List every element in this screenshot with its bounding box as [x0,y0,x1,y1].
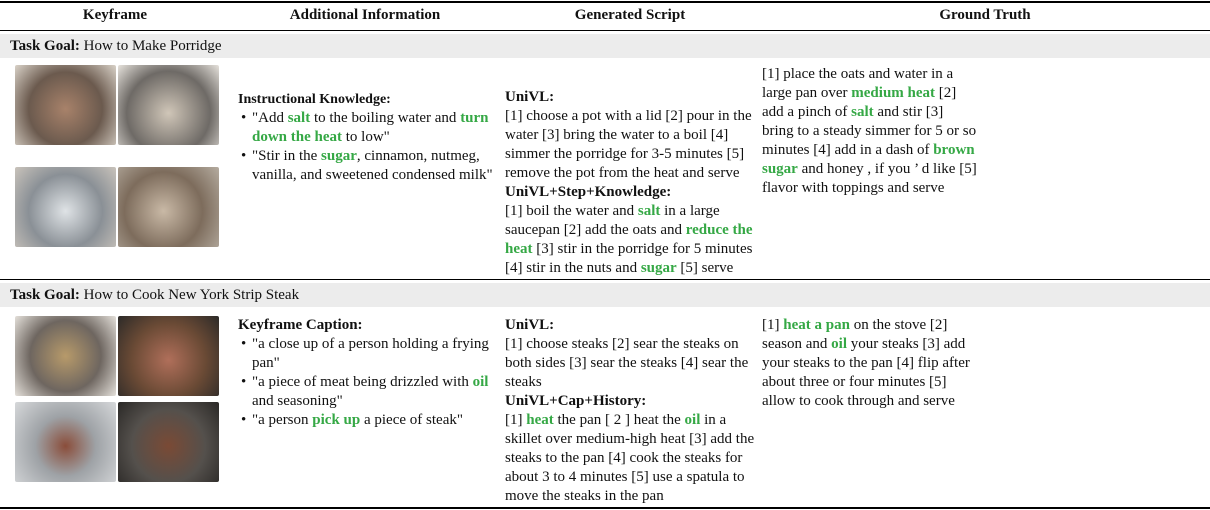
highlight: oil [831,336,847,352]
text-segment: "a close up of a person holding a frying… [252,336,489,371]
keyframe-image [118,65,219,145]
text-segment: "a piece of meat being drizzled with [252,374,473,390]
text-segment: in a skillet over medium-high heat [3] a… [505,412,755,504]
goal: How to Cook New York Strip Steak [83,287,300,303]
script-text: [1] choose steaks [2] sear the steaks on… [505,335,757,392]
generated-script: UniVL: [1] choose steaks [2] sear the ste… [505,316,757,506]
bottom-rule [0,507,1210,509]
highlight: sugar [640,260,677,276]
top-rule [0,1,1210,3]
highlight: salt [287,110,311,126]
model-name: UniVL: [505,317,555,333]
info-list: "a close up of a person holding a frying… [238,335,496,430]
text-segment: the pan [ 2 ] heat the [553,412,685,428]
model-name: UniVL+Step+Knowledge: [505,184,672,200]
highlight: heat a pan [783,317,850,333]
keyframe-image [15,65,116,145]
highlight: medium heat [851,85,936,101]
text-segment: [2] add a pinch of [762,85,957,120]
text-segment: a piece of steak" [360,412,463,428]
text-segment: "Add [252,110,288,126]
script-text: [1] choose a pot with a lid [2] pour in … [505,107,757,183]
goal: How to Make Porridge [83,38,222,54]
highlight: salt [851,104,874,120]
keyframe-image [118,402,219,482]
text-segment: in a large saucepan [2] add the oats and [505,203,720,238]
text-segment: and honey , if you ’ d like [5] flavor w… [762,161,977,196]
info-title: Keyframe Caption: [238,317,363,333]
highlight: oil [472,374,489,390]
text-segment: [1] [762,317,784,333]
highlight: reduce the heat [505,222,753,257]
info-item: "a piece of meat being drizzled with oil… [241,373,496,411]
highlight: sugar [321,148,357,164]
task-goal: Task Goal: How to Make Porridge [0,34,1210,58]
model-name: UniVL+Cap+History: [505,393,647,409]
row-rule [0,279,1210,280]
info-item: "Add salt to the boiling water and turn … [241,109,496,147]
script-text: [1] heat the pan [ 2 ] heat the oil in a… [505,411,757,506]
highlight: turn down the heat [252,110,489,145]
highlight: salt [637,203,661,219]
highlight: oil [684,412,701,428]
model-name: UniVL: [505,89,555,105]
script-text: [1] boil the water and salt in a large s… [505,202,757,278]
goal-label: Task Goal: [10,38,80,54]
highlight: brown sugar [762,142,975,177]
info-item: "a close up of a person holding a frying… [241,335,496,373]
keyframe-image [15,167,116,247]
header-cell: Generated Script [574,7,686,23]
ground-truth: [1] heat a pan on the stove [2] season a… [762,316,977,411]
header-rule [0,30,1210,31]
highlight: pick up [312,412,361,428]
info-item: "a person pick up a piece of steak" [241,411,496,430]
text-segment: [1] [505,412,527,428]
ground-truth-text: [1] heat a pan on the stove [2] season a… [762,316,977,411]
task-goal: Task Goal: How to Cook New York Strip St… [0,283,1210,307]
goal-label: Task Goal: [10,287,80,303]
info-item: "Stir in the sugar, cinnamon, nutmeg, va… [241,147,496,185]
keyframe-image [15,316,116,396]
text-segment: and stir [3] bring to a steady simmer fo… [762,104,977,158]
header-cell: Ground Truth [939,7,1031,23]
text-segment: [1] choose a pot with a lid [2] pour in … [505,108,752,181]
text-segment: [1] choose steaks [2] sear the steaks on… [505,336,749,390]
additional-info: Instructional Knowledge: "Add salt to th… [238,90,496,185]
ground-truth: [1] place the oats and water in a large … [762,65,977,198]
text-segment: [3] stir in the porridge for 5 minutes [… [505,241,753,276]
text-segment: "Stir in the [252,148,322,164]
text-segment: [5] serve [676,260,734,276]
additional-info: Keyframe Caption: "a close up of a perso… [238,316,496,430]
text-segment: on the stove [2] season and [762,317,948,352]
info-list: "Add salt to the boiling water and turn … [238,109,496,185]
header-cell: Additional Information [289,7,441,23]
info-title: Instructional Knowledge: [238,92,391,107]
text-segment: , cinnamon, nutmeg, vanilla, and sweeten… [252,148,493,183]
text-segment: [1] boil the water and [505,203,638,219]
ground-truth-text: [1] place the oats and water in a large … [762,65,977,198]
highlight: heat [526,412,554,428]
text-segment: to the boiling water and [310,110,461,126]
keyframe-image [118,316,219,396]
keyframe-image [118,167,219,247]
text-segment: [1] place the oats and water in a large … [762,66,954,101]
keyframe-image [15,402,116,482]
text-segment: "a person [252,412,313,428]
text-segment: to low" [342,129,390,145]
generated-script: UniVL: [1] choose a pot with a lid [2] po… [505,88,757,278]
text-segment: and seasoning" [252,393,343,409]
header-cell: Keyframe [82,7,148,23]
text-segment: your steaks [3] add your steaks to the p… [762,336,970,409]
